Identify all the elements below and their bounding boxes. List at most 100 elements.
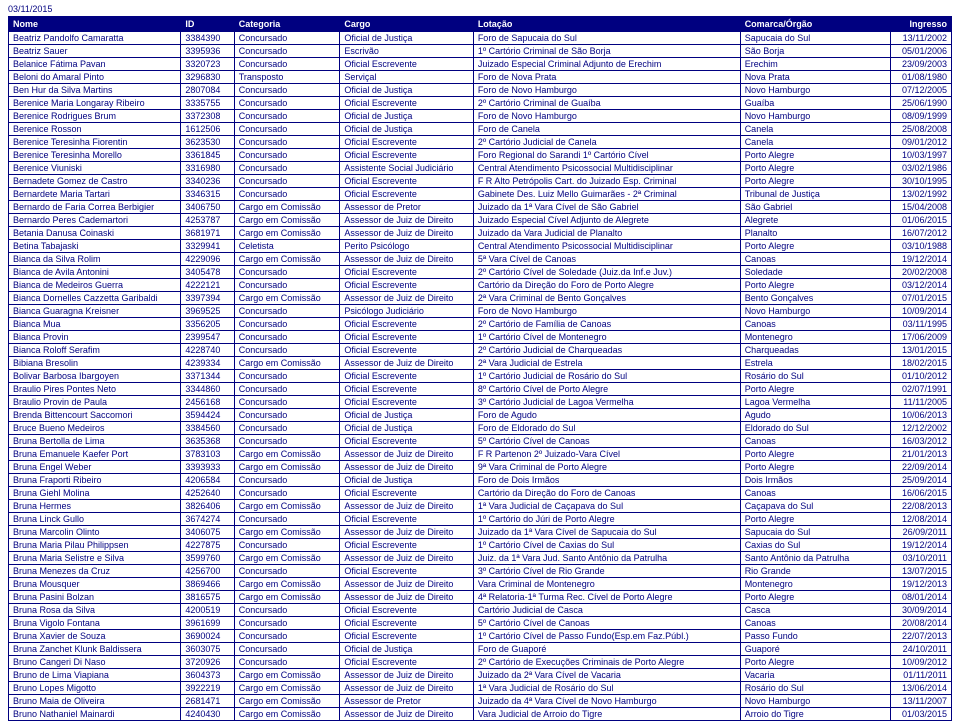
table-cell: 03/10/2011 [890, 552, 951, 565]
table-cell: 07/12/2005 [890, 84, 951, 97]
table-cell: Bruna Rosa da Silva [9, 604, 181, 617]
table-cell: Oficial Escrevente [340, 97, 473, 110]
table-cell: 9ª Vara Criminal de Porto Alegre [473, 461, 740, 474]
table-cell: Concursado [234, 539, 340, 552]
table-cell: Vara Judicial de Arroio do Tigre [473, 708, 740, 721]
table-cell: 4253787 [181, 214, 234, 227]
table-cell: Bolivar Barbosa Ibargoyen [9, 370, 181, 383]
table-cell: Assessor de Juiz de Direito [340, 448, 473, 461]
table-cell: 3384390 [181, 32, 234, 45]
table-cell: 10/06/2013 [890, 409, 951, 422]
table-cell: Concursado [234, 630, 340, 643]
table-cell: Bruna Emanuele Kaefer Port [9, 448, 181, 461]
table-cell: 3406075 [181, 526, 234, 539]
table-cell: Assessor de Juiz de Direito [340, 552, 473, 565]
table-cell: Concursado [234, 474, 340, 487]
table-cell: Cargo em Comissão [234, 591, 340, 604]
table-row: Bruce Bueno Medeiros3384560ConcursadoOfi… [9, 422, 952, 435]
table-cell: Cargo em Comissão [234, 357, 340, 370]
table-row: Bruna Linck Gullo3674274ConcursadoOficia… [9, 513, 952, 526]
table-cell: 19/12/2014 [890, 539, 951, 552]
table-row: Berenice Maria Longaray Ribeiro3335755Co… [9, 97, 952, 110]
table-cell: Oficial Escrevente [340, 383, 473, 396]
table-cell: Concursado [234, 175, 340, 188]
table-cell: Canoas [740, 435, 890, 448]
table-row: Bruna Rosa da Silva4200519ConcursadoOfic… [9, 604, 952, 617]
table-cell: Assessor de Juiz de Direito [340, 292, 473, 305]
table-cell: Concursado [234, 487, 340, 500]
table-cell: Bruno Nathaniel Mainardi [9, 708, 181, 721]
table-cell: 3826406 [181, 500, 234, 513]
table-cell: 4252640 [181, 487, 234, 500]
table-row: Bruno Cangeri Di Naso3720926ConcursadoOf… [9, 656, 952, 669]
table-cell: Bianca Guaragna Kreisner [9, 305, 181, 318]
table-row: Bibiana Bresolin4239334Cargo em Comissão… [9, 357, 952, 370]
table-row: Bruna Giehl Molina4252640ConcursadoOfici… [9, 487, 952, 500]
table-cell: Oficial de Justiça [340, 110, 473, 123]
table-row: Bolivar Barbosa Ibargoyen3371344Concursa… [9, 370, 952, 383]
table-row: Bernardo Peres Cademartori4253787Cargo e… [9, 214, 952, 227]
table-cell: 3594424 [181, 409, 234, 422]
table-cell: Canela [740, 136, 890, 149]
table-cell: Canela [740, 123, 890, 136]
table-cell: Concursado [234, 136, 340, 149]
table-cell: 22/07/2013 [890, 630, 951, 643]
table-cell: Bruna Menezes da Cruz [9, 565, 181, 578]
table-cell: Soledade [740, 266, 890, 279]
col-header-lot: Lotação [473, 17, 740, 32]
table-cell: 2681471 [181, 695, 234, 708]
table-cell: 01/06/2015 [890, 214, 951, 227]
table-cell: Montenegro [740, 331, 890, 344]
table-cell: Juiz. da 1ª Vara Jud. Santo Antônio da P… [473, 552, 740, 565]
table-cell: 3674274 [181, 513, 234, 526]
table-cell: Erechim [740, 58, 890, 71]
table-cell: Assessor de Pretor [340, 695, 473, 708]
table-cell: Bruna Engel Weber [9, 461, 181, 474]
table-cell: 01/03/2015 [890, 708, 951, 721]
table-cell: 3296830 [181, 71, 234, 84]
table-row: Bruno Maia de Oliveira2681471Cargo em Co… [9, 695, 952, 708]
table-cell: Cargo em Comissão [234, 695, 340, 708]
table-cell: Oficial Escrevente [340, 136, 473, 149]
table-cell: Oficial Escrevente [340, 370, 473, 383]
table-cell: Santo Antônio da Patrulha [740, 552, 890, 565]
table-cell: Oficial Escrevente [340, 539, 473, 552]
table-cell: Foro de Agudo [473, 409, 740, 422]
table-cell: Foro de Sapucaia do Sul [473, 32, 740, 45]
table-cell: Bruno de Lima Viapiana [9, 669, 181, 682]
table-cell: Oficial Escrevente [340, 630, 473, 643]
table-cell: Bianca Roloff Serafim [9, 344, 181, 357]
table-row: Betina Tabajaski3329941CeletistaPerito P… [9, 240, 952, 253]
table-cell: Cargo em Comissão [234, 201, 340, 214]
table-cell: Bruna Zanchet Klunk Baldissera [9, 643, 181, 656]
table-cell: 4239334 [181, 357, 234, 370]
table-row: Beloni do Amaral Pinto3296830TranspostoS… [9, 71, 952, 84]
table-cell: 2º Cartório de Família de Canoas [473, 318, 740, 331]
table-cell: Concursado [234, 409, 340, 422]
table-row: Bruna Pasini Bolzan3816575Cargo em Comis… [9, 591, 952, 604]
table-cell: 8º Cartório Cível de Porto Alegre [473, 383, 740, 396]
table-cell: Oficial Escrevente [340, 435, 473, 448]
table-cell: Oficial Escrevente [340, 331, 473, 344]
table-cell: Foro de Novo Hamburgo [473, 110, 740, 123]
table-cell: Gabinete Des. Luiz Mello Guimarães - 2ª … [473, 188, 740, 201]
table-cell: Nova Prata [740, 71, 890, 84]
table-cell: Concursado [234, 435, 340, 448]
table-cell: Porto Alegre [740, 162, 890, 175]
table-row: Bruna Hermes3826406Cargo em ComissãoAsse… [9, 500, 952, 513]
table-cell: 01/10/2012 [890, 370, 951, 383]
table-cell: Cargo em Comissão [234, 227, 340, 240]
table-cell: Tribunal de Justiça [740, 188, 890, 201]
table-row: Berenice Rodrigues Brum3372308Concursado… [9, 110, 952, 123]
table-cell: 4228740 [181, 344, 234, 357]
table-cell: Concursado [234, 656, 340, 669]
table-cell: 1ª Vara Judicial de Caçapava do Sul [473, 500, 740, 513]
table-cell: 13/01/2015 [890, 344, 951, 357]
table-cell: Concursado [234, 422, 340, 435]
table-cell: Berenice Rodrigues Brum [9, 110, 181, 123]
table-cell: Perito Psicólogo [340, 240, 473, 253]
table-cell: Porto Alegre [740, 513, 890, 526]
table-cell: Rio Grande [740, 565, 890, 578]
table-cell: 10/03/1997 [890, 149, 951, 162]
table-cell: Charqueadas [740, 344, 890, 357]
